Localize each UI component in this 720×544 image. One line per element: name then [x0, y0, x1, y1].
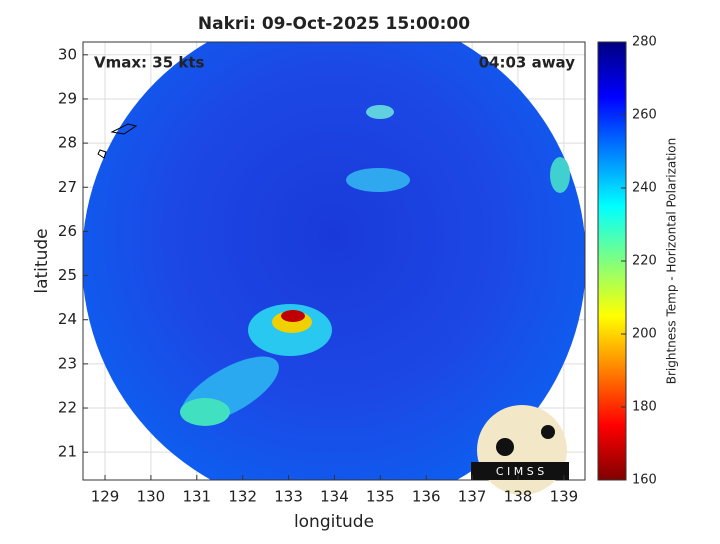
x-tick-label: 129	[91, 488, 120, 506]
x-tick-label: 130	[137, 488, 166, 506]
logo-text: C I M S S	[496, 465, 544, 478]
colorbar-tick-label: 260	[632, 108, 657, 123]
colorbar-tick-label: 220	[632, 254, 657, 269]
swath	[83, 42, 585, 480]
x-tick-label: 137	[458, 488, 487, 506]
y-tick-label: 24	[58, 310, 77, 328]
y-tick-label: 27	[58, 178, 77, 196]
y-tick-label: 25	[58, 266, 77, 284]
y-tick-label: 22	[58, 399, 77, 417]
colorbar-tick-label: 180	[632, 400, 657, 415]
x-tick-label: 132	[228, 488, 257, 506]
coastline	[97, 123, 138, 159]
y-tick-label: 28	[58, 134, 77, 152]
annotation: Vmax: 35 kts	[94, 54, 204, 72]
colorbar-tick-label: 160	[632, 473, 657, 488]
colorbar-tick-label: 240	[632, 181, 657, 196]
cloud	[281, 310, 305, 322]
logo: C I M S S	[471, 405, 569, 495]
y-tick-label: 21	[58, 443, 77, 461]
x-tick-label: 138	[504, 488, 533, 506]
chart-title: Nakri: 09-Oct-2025 15:00:00	[198, 14, 470, 34]
y-tick-label: 26	[58, 222, 77, 240]
x-tick-label: 139	[550, 488, 579, 506]
cloud	[550, 157, 570, 193]
x-axis-label: longitude	[294, 512, 374, 532]
colorbar-tick-label: 200	[632, 327, 657, 342]
y-tick-label: 30	[58, 45, 77, 63]
colorbar-label: Brightness Temp - Horizontal Polarizatio…	[665, 138, 679, 385]
x-tick-label: 135	[366, 488, 395, 506]
x-tick-label: 131	[182, 488, 211, 506]
cloud	[346, 168, 410, 192]
y-tick-label: 29	[58, 89, 77, 107]
colorbar-tick-label: 280	[632, 35, 657, 50]
x-tick-label: 136	[412, 488, 441, 506]
imagery	[83, 42, 585, 480]
x-tick-label: 134	[320, 488, 349, 506]
x-tick-label: 133	[274, 488, 303, 506]
cloud	[366, 105, 394, 119]
y-tick-label: 23	[58, 354, 77, 372]
cloud	[180, 398, 230, 426]
y-axis-label: latitude	[32, 228, 52, 293]
annotation: 04:03 away	[479, 54, 576, 72]
